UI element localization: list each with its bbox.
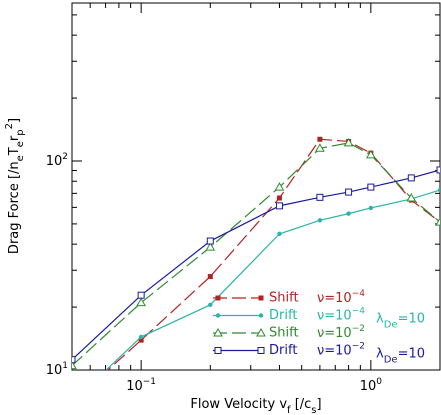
- marker: [367, 183, 375, 191]
- marker: [406, 193, 417, 202]
- marker: [368, 205, 374, 211]
- tick-exp: 1: [62, 361, 68, 371]
- legend-marker: [258, 295, 264, 301]
- legend-marker: [215, 313, 221, 318]
- marker: [437, 187, 440, 193]
- y-tick-label: 101: [46, 361, 68, 378]
- label-part: De: [384, 319, 398, 330]
- marker: [276, 195, 282, 201]
- nu-exp: −2: [352, 341, 365, 351]
- marker: [137, 291, 145, 299]
- nu-exp: −4: [352, 289, 366, 299]
- label-part: Flow Velocity v: [190, 397, 287, 412]
- label-part: r: [7, 135, 22, 141]
- label-part: [/c: [291, 397, 312, 412]
- marker: [436, 166, 440, 174]
- label-part: T: [7, 147, 22, 156]
- legend-extra: λDe=10: [376, 346, 425, 365]
- marker: [317, 218, 323, 223]
- tick-base: 10: [360, 379, 377, 394]
- label-part: =10: [398, 346, 425, 361]
- marker: [345, 188, 353, 196]
- marker: [277, 231, 282, 237]
- tick-exp: −1: [143, 377, 156, 387]
- label-part: λ: [376, 346, 384, 361]
- label-part: ]: [7, 118, 22, 123]
- plot-frame: [71, 2, 441, 371]
- marker: [206, 237, 214, 245]
- legend-nu: ν=10−4: [317, 306, 365, 323]
- marker: [315, 143, 325, 152]
- marker: [207, 274, 213, 280]
- y-axis-label: Drag Force [/neTerp2]: [4, 118, 26, 254]
- legend-nu: ν=10−2: [317, 324, 365, 341]
- tick-base: 10: [126, 379, 143, 394]
- legend-nu: ν=10−4: [317, 289, 365, 306]
- marker: [138, 334, 144, 340]
- label-part: Drag Force [/n: [7, 161, 22, 254]
- nu-exp: −4: [352, 306, 366, 316]
- legend-label: Shift: [269, 326, 299, 341]
- label-part: λ: [376, 311, 384, 326]
- label-part: ]: [317, 397, 322, 412]
- marker: [316, 193, 324, 201]
- nu-exp: −2: [352, 324, 365, 334]
- legend-label: Drift: [269, 308, 297, 323]
- marker: [346, 211, 351, 216]
- marker: [317, 136, 323, 142]
- legend-marker: [215, 295, 221, 301]
- marker: [136, 297, 147, 307]
- y-tick-label: 102: [46, 151, 68, 168]
- x-tick-label: 100: [360, 377, 383, 394]
- series-line: [105, 189, 440, 370]
- marker: [205, 242, 216, 251]
- marker: [208, 302, 213, 308]
- label-part: e: [15, 141, 26, 147]
- label-part: s: [311, 405, 316, 415]
- legend-marker: [256, 327, 266, 337]
- series-line: [72, 142, 440, 367]
- legend-marker: [213, 327, 223, 337]
- marker: [275, 202, 283, 210]
- marker: [407, 174, 415, 182]
- marker: [274, 182, 285, 191]
- label-part: =10: [398, 311, 425, 326]
- nu-base: ν=10: [317, 308, 352, 323]
- nu-base: ν=10: [317, 326, 352, 341]
- tick-base: 10: [46, 153, 63, 168]
- legend-extra: λDe=10: [376, 311, 425, 330]
- tick-exp: 2: [62, 151, 68, 161]
- tick-exp: 0: [376, 377, 382, 387]
- x-axis-label: Flow Velocity vf [/cs]: [190, 397, 321, 415]
- plot-area: [70, 136, 440, 405]
- x-tick-label: 10−1: [126, 377, 156, 394]
- marker: [138, 337, 144, 343]
- nu-base: ν=10: [317, 343, 352, 358]
- marker: [365, 149, 376, 159]
- legend-marker: [214, 347, 222, 354]
- series-line: [72, 169, 440, 361]
- label-part: f: [287, 405, 291, 415]
- marker: [435, 217, 440, 226]
- marker: [70, 400, 75, 405]
- tick-base: 10: [46, 363, 63, 378]
- label-part: e: [15, 155, 26, 161]
- marker: [70, 400, 74, 404]
- label-part: De: [384, 354, 398, 365]
- marker: [72, 360, 77, 370]
- label-part: 2: [4, 123, 15, 129]
- legend-label: Shift: [269, 291, 299, 306]
- legend-label: Drift: [269, 343, 297, 358]
- legend-marker: [258, 313, 264, 318]
- label-part: p: [15, 129, 26, 135]
- nu-base: ν=10: [317, 291, 352, 306]
- legend-marker: [257, 347, 265, 354]
- marker: [343, 137, 354, 147]
- marker: [72, 356, 76, 364]
- legend-nu: ν=10−2: [317, 341, 365, 358]
